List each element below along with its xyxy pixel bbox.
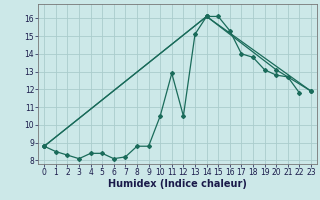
X-axis label: Humidex (Indice chaleur): Humidex (Indice chaleur) [108, 179, 247, 189]
